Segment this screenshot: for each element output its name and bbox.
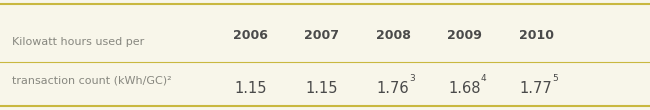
Text: 1.15: 1.15: [234, 81, 266, 95]
Text: 2007: 2007: [304, 29, 339, 42]
Text: 2010: 2010: [519, 29, 554, 42]
Text: Kilowatt hours used per: Kilowatt hours used per: [12, 37, 144, 47]
Text: 1.15: 1.15: [306, 81, 338, 95]
Text: 2006: 2006: [233, 29, 268, 42]
Text: 2009: 2009: [447, 29, 482, 42]
Text: transaction count (kWh/GC)²: transaction count (kWh/GC)²: [12, 75, 172, 85]
Text: 1.76: 1.76: [377, 81, 410, 95]
Text: 2008: 2008: [376, 29, 411, 42]
Text: 3: 3: [410, 74, 415, 83]
Text: 1.68: 1.68: [448, 81, 481, 95]
Text: 4: 4: [481, 74, 487, 83]
Text: 1.77: 1.77: [520, 81, 552, 95]
Text: 5: 5: [552, 74, 558, 83]
